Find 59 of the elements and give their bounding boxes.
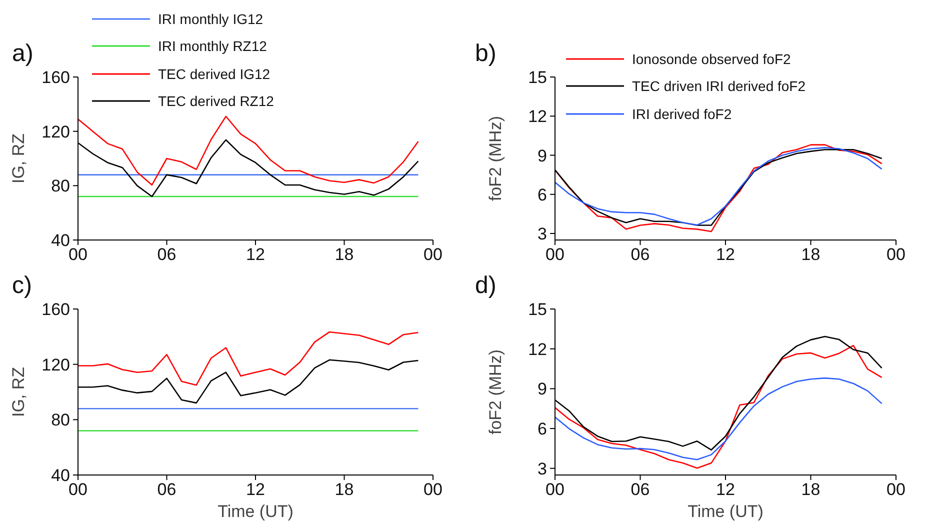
line-series [78, 116, 419, 186]
x-tick-label: 00 [424, 480, 442, 500]
legend-label: IRI monthly IG12 [158, 10, 264, 27]
y-axis-title: foF2 (MHz) [486, 350, 506, 434]
x-tick-label: 18 [334, 480, 354, 500]
legend-label: Ionosonde observed foF2 [632, 50, 791, 67]
chart-title: b) [475, 40, 496, 68]
x-tick-label: 12 [246, 480, 265, 500]
x-tick-label: 18 [334, 245, 354, 264]
chart-title: a) [12, 40, 34, 68]
y-axis-title: foF2 (MHz) [486, 116, 506, 201]
y-tick-label: 160 [42, 68, 70, 88]
y-tick-label: 6 [538, 420, 547, 439]
y-tick-label: 12 [528, 340, 547, 359]
x-tick-label: 06 [630, 245, 650, 264]
y-tick-label: 160 [42, 300, 70, 320]
x-tick-label: 06 [630, 480, 650, 500]
x-tick-label: 00 [886, 480, 906, 500]
y-tick-label: 15 [528, 68, 547, 88]
x-tick-label: 00 [546, 245, 564, 264]
x-tick-label: 00 [886, 245, 906, 264]
legend-label: TEC derived IG12 [158, 66, 270, 82]
y-tick-label: 9 [538, 380, 547, 399]
x-axis-title: Time (UT) [218, 502, 294, 521]
x-tick-label: 12 [716, 480, 735, 500]
x-tick-label: 06 [157, 480, 176, 500]
y-tick-label: 15 [528, 300, 547, 320]
x-tick-label: 18 [801, 480, 820, 500]
x-tick-label: 00 [68, 480, 88, 500]
y-tick-label: 12 [528, 107, 547, 126]
y-tick-label: 120 [42, 355, 70, 374]
y-tick-label: 40 [51, 466, 70, 486]
legend-label: IRI derived foF2 [632, 106, 732, 122]
line-series [78, 331, 419, 386]
y-tick-label: 3 [538, 224, 547, 244]
y-tick-label: 9 [538, 146, 547, 166]
x-tick-label: 18 [801, 245, 820, 264]
chart-title: d) [475, 272, 496, 300]
legend-label: IRI monthly RZ12 [158, 38, 267, 54]
y-axis-title: IG, RZ [9, 133, 28, 184]
y-axis-title: IG, RZ [9, 366, 28, 418]
y-tick-label: 120 [42, 122, 70, 142]
x-tick-label: 06 [157, 245, 176, 264]
x-tick-label: 12 [246, 245, 265, 264]
x-axis-title: Time (UT) [688, 502, 764, 521]
x-tick-label: 00 [546, 480, 564, 500]
y-tick-label: 80 [51, 176, 70, 196]
line-series [555, 344, 882, 469]
legend-label: TEC driven IRI derived foF2 [632, 78, 806, 94]
line-series [555, 377, 882, 460]
x-tick-label: 00 [68, 245, 88, 264]
y-tick-label: 40 [51, 231, 70, 250]
chart-title: c) [12, 272, 32, 300]
y-tick-label: 3 [538, 459, 547, 478]
y-tick-label: 6 [538, 185, 547, 204]
y-tick-label: 80 [51, 410, 70, 430]
legend-label: TEC derived RZ12 [158, 93, 274, 110]
x-tick-label: 12 [716, 245, 735, 264]
x-tick-label: 00 [424, 245, 442, 264]
